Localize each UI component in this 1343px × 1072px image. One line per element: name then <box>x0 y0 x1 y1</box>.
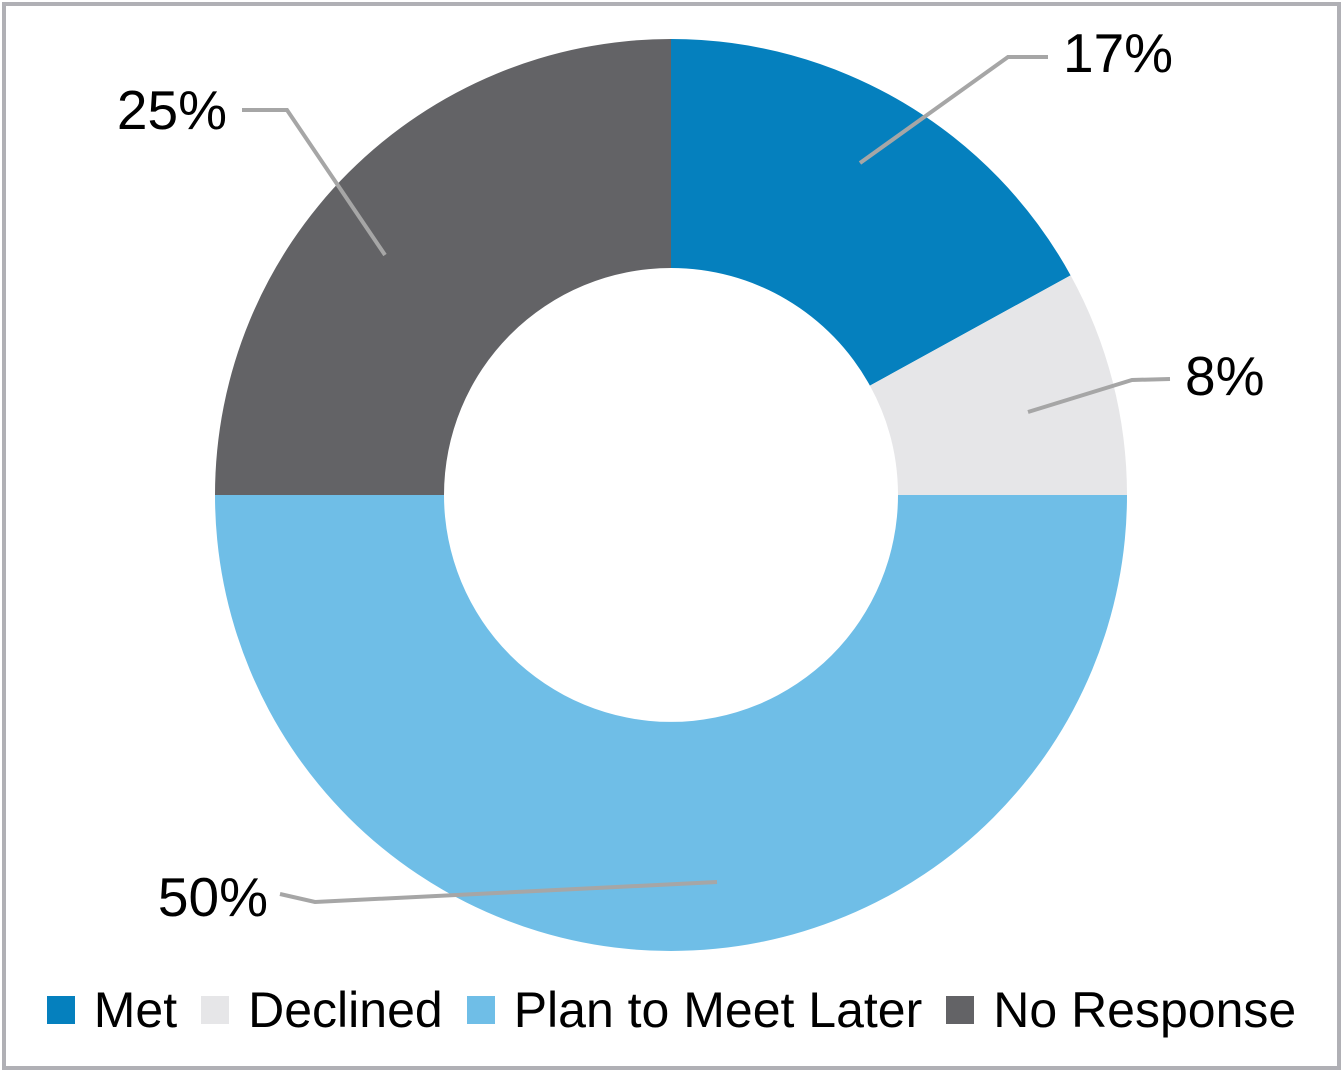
donut-slice-declined <box>869 275 1127 495</box>
leader-line-plan-to-meet-later <box>279 880 718 905</box>
data-label-plan-to-meet-later: 50% <box>158 866 268 928</box>
legend-marker-no-response <box>946 996 975 1024</box>
legend-marker-plan-to-meet-later <box>466 996 495 1024</box>
legend-marker-met <box>46 996 75 1024</box>
legend-label-no-response: No Response <box>993 982 1297 1038</box>
leader-line-no-response <box>242 108 387 257</box>
donut-slice-met <box>671 39 1071 386</box>
legend-item-met: Met <box>46 981 178 1039</box>
data-label-met: 17% <box>1063 22 1173 84</box>
legend-item-declined: Declined <box>201 981 443 1039</box>
legend-item-plan-to-meet-later: Plan to Meet Later <box>466 981 923 1039</box>
leader-line-met <box>858 55 1048 165</box>
legend-marker-declined <box>201 996 230 1024</box>
legend-item-no-response: No Response <box>946 981 1296 1039</box>
legend-label-plan-to-meet-later: Plan to Meet Later <box>513 982 923 1038</box>
data-label-declined: 8% <box>1185 345 1265 407</box>
leader-line-declined <box>1027 377 1171 414</box>
data-label-no-response: 25% <box>117 79 227 141</box>
donut-slice-plan-to-meet-later <box>215 495 1127 951</box>
legend-label-met: Met <box>93 982 178 1038</box>
donut-chart: 17% 8% 50% 25% <box>117 22 1265 951</box>
chart-legend: Met Declined Plan to Meet Later No Respo… <box>10 975 1333 1045</box>
legend-label-declined: Declined <box>248 982 443 1038</box>
donut-slice-no-response <box>215 39 671 495</box>
